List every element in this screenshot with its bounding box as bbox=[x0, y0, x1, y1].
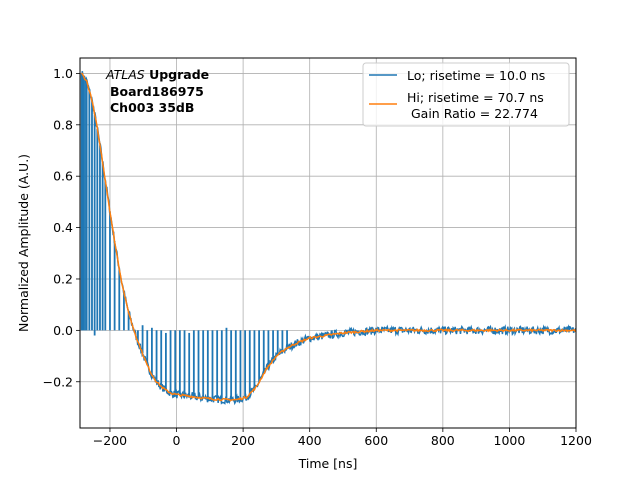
legend-box bbox=[362, 62, 570, 127]
series-line-hi bbox=[81, 72, 576, 402]
annotation-line3: Ch003 35dB bbox=[110, 100, 194, 115]
y-axis-label: Normalized Amplitude (A.U.) bbox=[16, 154, 31, 332]
x-axis-label: Time [ns] bbox=[298, 456, 358, 471]
y-tick-label: −0.2 bbox=[43, 374, 73, 389]
annotation-upgrade: Upgrade bbox=[145, 67, 209, 82]
x-tick-label: −200 bbox=[93, 433, 127, 448]
plot-series-group bbox=[80, 71, 576, 406]
legend-label-lo: Lo; risetime = 10.0 ns bbox=[407, 68, 545, 83]
x-tick-label: 1200 bbox=[560, 433, 592, 448]
y-axis-ticks: −0.2 0.0 0.2 0.4 0.6 0.8 1.0 bbox=[43, 66, 80, 389]
annotation-atlas: ATLAS bbox=[105, 67, 145, 82]
y-tick-label: 0.8 bbox=[53, 117, 73, 132]
axes-frame bbox=[79, 57, 577, 429]
x-tick-label: 1000 bbox=[494, 433, 526, 448]
legend-label-hi-line: Gain Ratio = 22.774 bbox=[407, 106, 538, 121]
x-tick-label: 800 bbox=[431, 433, 455, 448]
x-tick-label: 400 bbox=[298, 433, 322, 448]
legend-label-hi: Hi; risetime = 70.7 ns Gain Ratio = 22.7… bbox=[407, 90, 544, 121]
y-tick-label: 1.0 bbox=[53, 66, 73, 81]
y-tick-label: 0.0 bbox=[53, 323, 73, 338]
annotation-line1: ATLAS Upgrade bbox=[105, 67, 209, 82]
y-tick-label: 0.4 bbox=[53, 220, 73, 235]
x-tick-label: 200 bbox=[231, 433, 255, 448]
annotation-line2: Board186975 bbox=[110, 84, 204, 99]
x-tick-label: 0 bbox=[173, 433, 181, 448]
y-tick-label: 0.6 bbox=[53, 169, 73, 184]
annotation-box: ATLAS Upgrade Board186975 Ch003 35dB bbox=[105, 67, 209, 115]
x-tick-label: 600 bbox=[364, 433, 388, 448]
legend-label-hi-line: Hi; risetime = 70.7 ns bbox=[407, 90, 544, 105]
legend: Lo; risetime = 10.0 ns Hi; risetime = 70… bbox=[362, 62, 570, 127]
series-line-lo bbox=[80, 71, 576, 406]
y-tick-label: 0.2 bbox=[53, 271, 73, 286]
x-axis-ticks: −200 0 200 400 600 800 1000 1200 bbox=[93, 428, 592, 448]
